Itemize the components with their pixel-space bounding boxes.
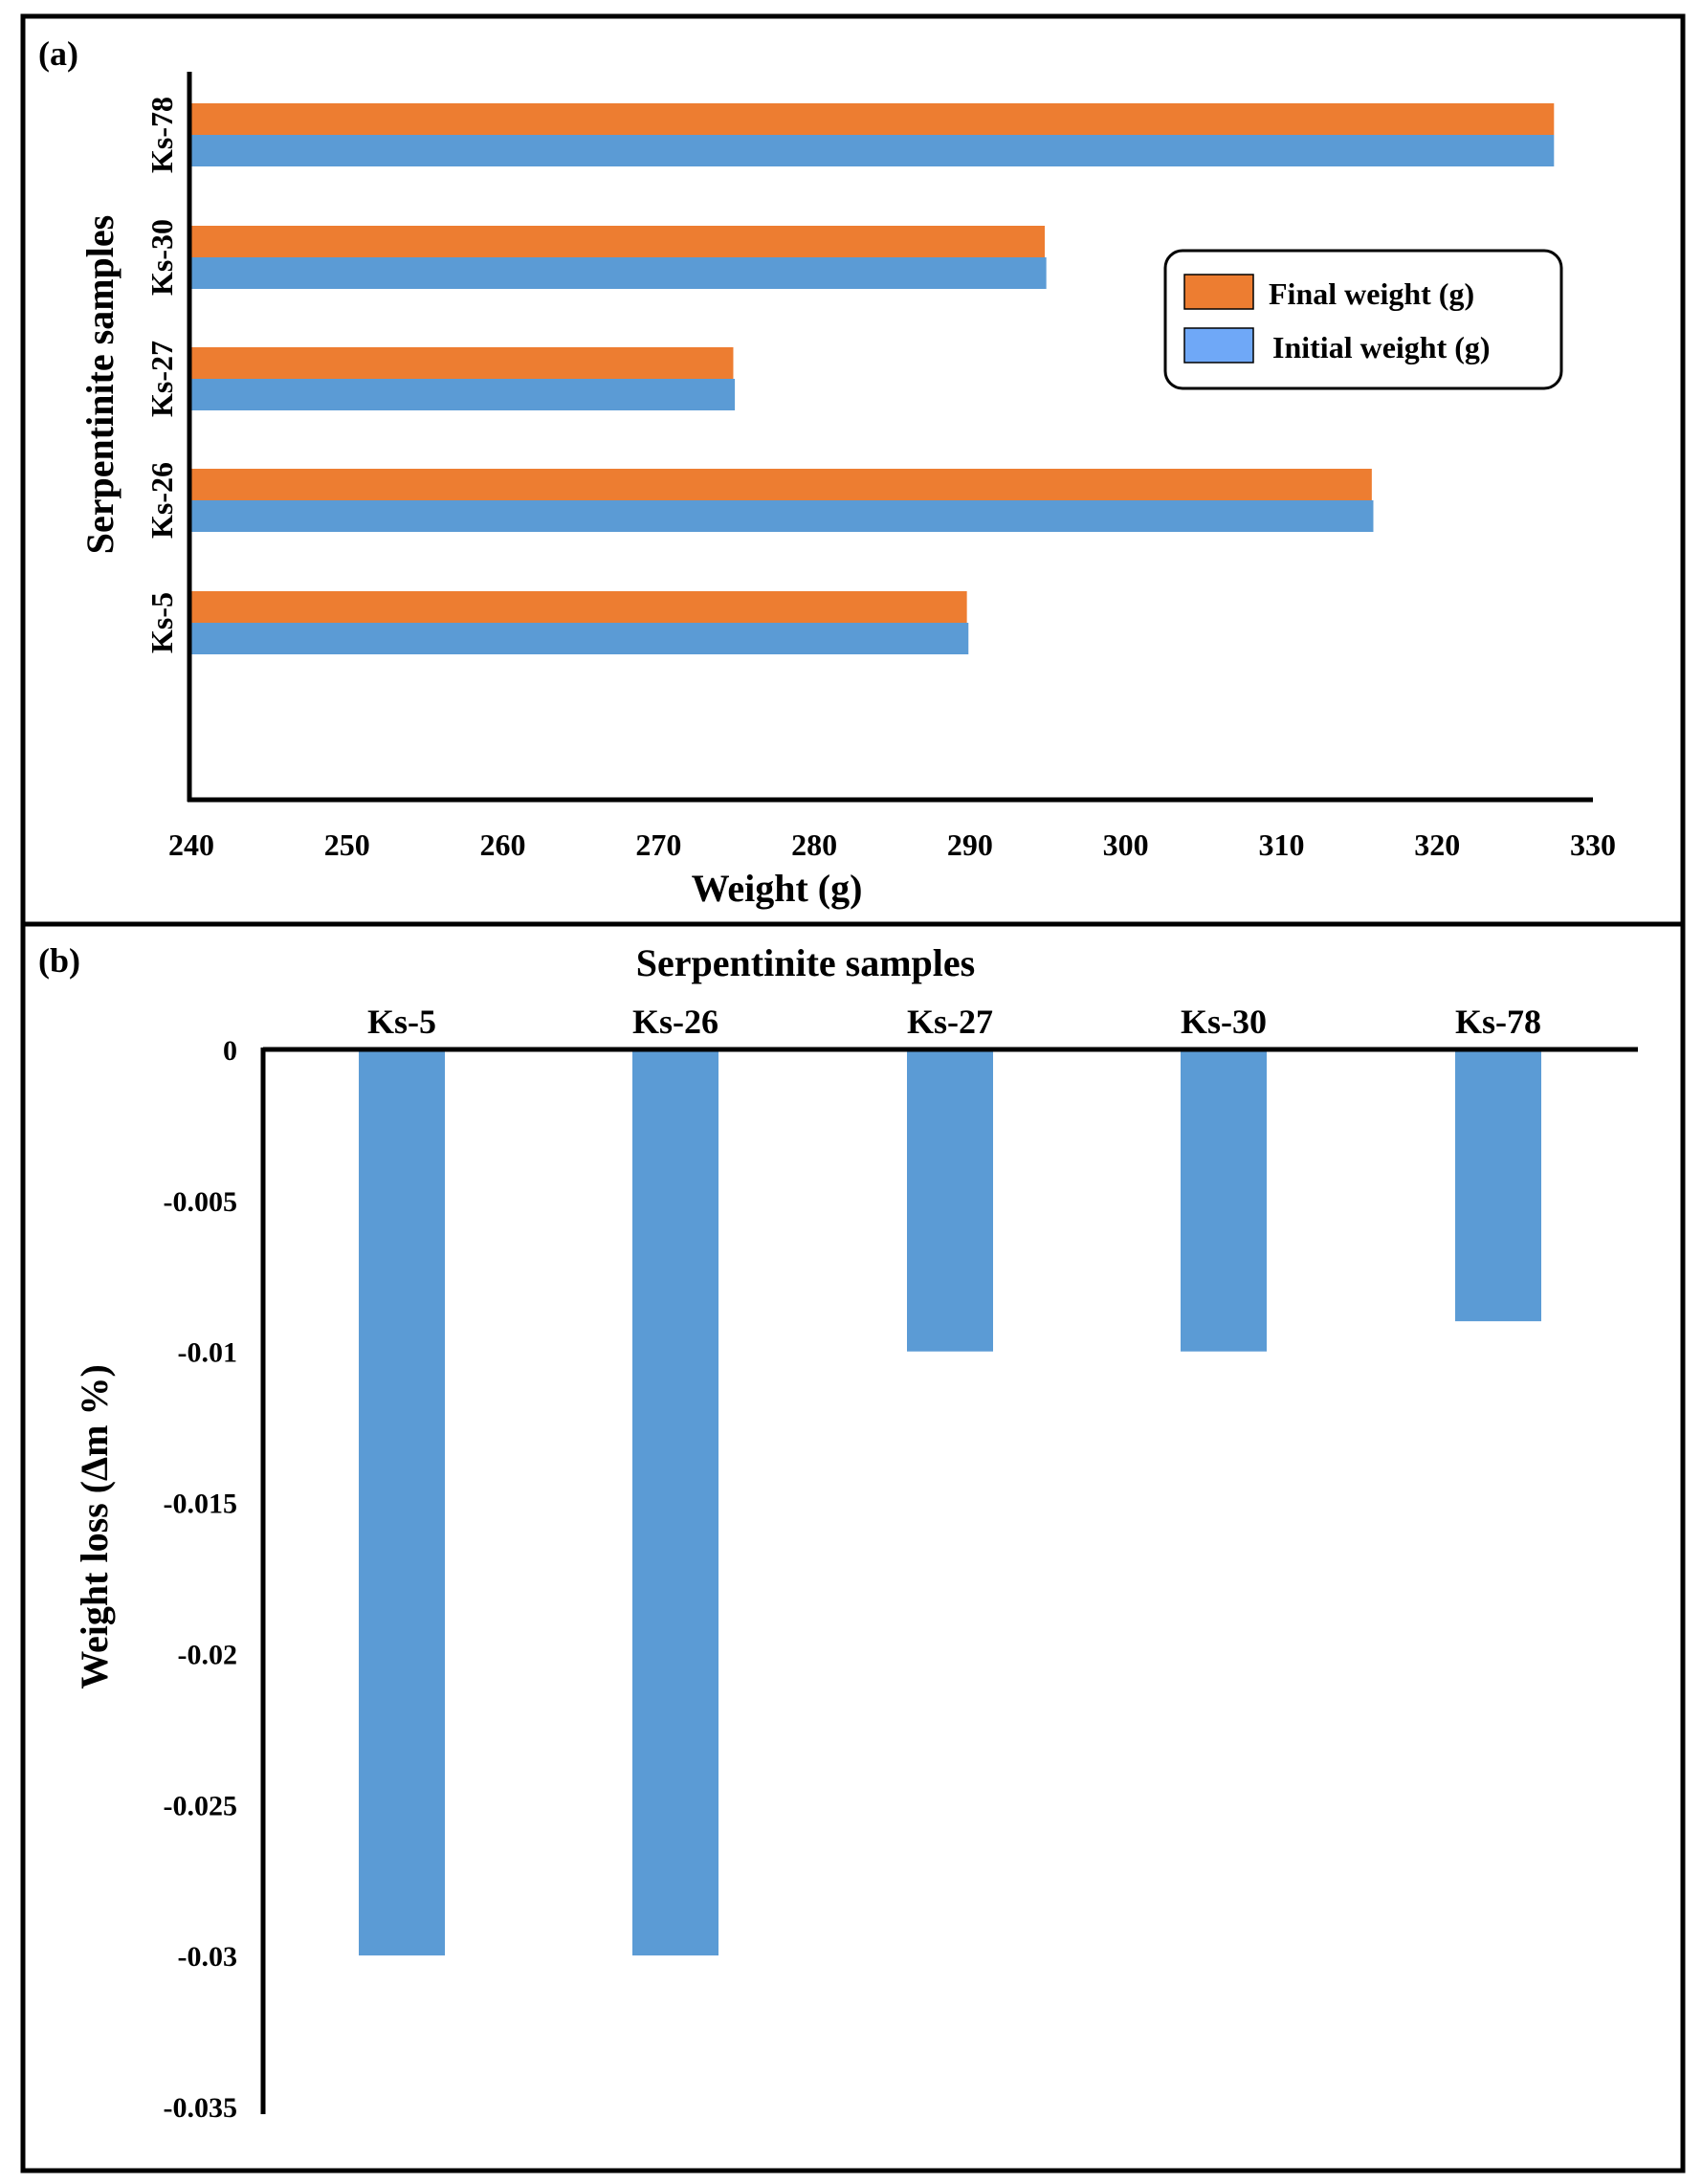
panel-a-category-labels: Ks-5 Ks-26 Ks-27 Ks-30 Ks-78 [144, 97, 179, 653]
legend-box [1163, 249, 1563, 390]
panel-b-category-ks-26: Ks-26 [632, 1003, 718, 1041]
bar-ks-26-final [191, 469, 1372, 500]
bar-weight-loss-ks-78 [1455, 1049, 1541, 1322]
panel-a-x-axis-title: Weight (g) [692, 867, 863, 910]
panel-a-x-tick-label: 260 [480, 827, 526, 862]
bar-ks-27-initial [191, 379, 736, 410]
panel-a-category-ks-30: Ks-30 [144, 219, 179, 296]
panel-a-x-tick-label: 310 [1258, 827, 1304, 862]
panel-b-title: Serpentinite samples [636, 941, 975, 984]
panel-b-y-tick-labels: 0 -0.005 -0.01 -0.015 -0.02 -0.025 -0.03 -0.035 [164, 1035, 238, 2124]
bar-weight-loss-ks-26 [632, 1049, 718, 1956]
bar-weight-loss-ks-30 [1181, 1049, 1267, 1352]
bar-weight-loss-ks-27 [907, 1049, 993, 1352]
panel-a-category-ks-78: Ks-78 [144, 97, 179, 173]
panel-b-category-ks-30: Ks-30 [1181, 1003, 1267, 1041]
panel-b-y-tick-label: -0.005 [164, 1186, 238, 1218]
panel-b-y-tick-label: -0.02 [178, 1639, 238, 1670]
panel-b-y-tick-label: -0.025 [164, 1790, 238, 1821]
panel-a-x-tick-label: 250 [324, 827, 370, 862]
legend: Final weight (g) Initial weight (g) [1163, 249, 1563, 390]
bar-ks-26-initial [191, 500, 1374, 532]
panel-b-category-ks-5: Ks-5 [367, 1003, 436, 1041]
legend-label-final: Final weight (g) [1269, 276, 1474, 311]
bar-ks-5-initial [191, 623, 969, 654]
bar-weight-loss-ks-5 [359, 1049, 445, 1956]
bar-ks-30-final [191, 226, 1046, 257]
panel-a-x-tick-label: 240 [168, 827, 214, 862]
panel-a-x-tick-label: 270 [635, 827, 681, 862]
panel-b-category-ks-78: Ks-78 [1455, 1003, 1541, 1041]
panel-b-y-tick-label: -0.03 [178, 1941, 238, 1973]
panel-b-y-axis-title: Weight loss (Δm %) [73, 1364, 116, 1689]
panel-b-category-ks-27: Ks-27 [907, 1003, 993, 1041]
panel-b-y-tick-label: 0 [223, 1035, 237, 1067]
bar-ks-27-final [191, 347, 734, 379]
panel-a-x-tick-label: 330 [1570, 827, 1616, 862]
panel-b-y-tick-label: -0.01 [178, 1337, 238, 1369]
bar-ks-78-initial [191, 135, 1555, 166]
legend-label-initial: Initial weight (g) [1272, 330, 1491, 364]
panel-a-category-ks-5: Ks-5 [144, 592, 179, 653]
panel-b-y-tick-label: -0.015 [164, 1489, 238, 1520]
legend-swatch-final [1183, 274, 1254, 310]
panel-a: (a) 240 250 260 270 280 290 300 310 320 330 Ks-5K… [38, 34, 1616, 910]
panel-b-bars [359, 1049, 1541, 1956]
legend-swatch-initial [1183, 327, 1254, 364]
bar-ks-78-final [191, 103, 1555, 135]
panel-b-y-tick-label: -0.035 [164, 2092, 238, 2124]
panel-a-x-tick-label: 290 [947, 827, 993, 862]
panel-a-bars [191, 103, 1555, 654]
panel-b: (b) Serpentinite samples Ks-5 Ks-26 Ks-27 K… [38, 941, 1638, 2124]
bar-ks-5-final [191, 591, 967, 623]
panel-b-label: (b) [38, 941, 80, 980]
panel-a-category-ks-27: Ks-27 [144, 341, 179, 417]
panel-a-x-tick-label: 280 [791, 827, 837, 862]
figure-border [20, 13, 1686, 2173]
panel-a-category-ks-26: Ks-26 [144, 462, 179, 539]
panel-b-category-labels: Ks-5 Ks-26 Ks-27 Ks-30 Ks-78 [367, 1003, 1541, 1041]
panel-a-label: (a) [38, 34, 78, 73]
panel-a-x-tick-label: 300 [1103, 827, 1149, 862]
bar-ks-30-initial [191, 257, 1047, 289]
panel-a-x-tick-label: 320 [1414, 827, 1460, 862]
panel-a-y-axis-title: Serpentinite samples [78, 215, 122, 554]
panel-a-x-tick-labels: 240 250 260 270 280 290 300 310 320 330 [168, 827, 1616, 862]
